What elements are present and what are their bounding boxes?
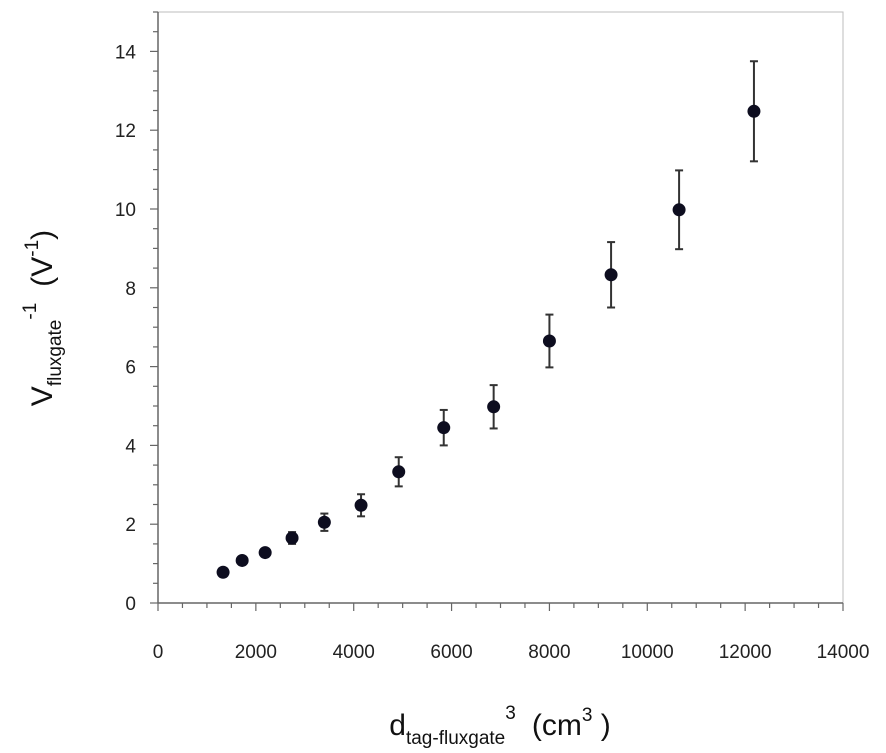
data-points [216,60,761,579]
point-marker [392,465,406,479]
data-point [216,565,230,579]
y-tick-label: 0 [125,594,136,615]
y-tick-label: 10 [115,200,136,221]
y-tick-label: 12 [115,121,136,142]
data-point [317,512,331,532]
point-marker [317,515,331,529]
plot-area [157,11,844,604]
y-tick-label: 6 [125,358,136,379]
point-marker [258,546,272,560]
data-point [285,531,299,545]
x-tick-label: 10000 [621,642,674,663]
data-point [487,384,501,430]
point-marker [285,531,299,545]
data-point [747,60,761,163]
data-point [437,408,451,447]
y-tick-label: 2 [125,515,136,536]
x-tick-label: 2000 [235,642,277,663]
point-marker [487,400,501,414]
data-point [258,546,272,560]
data-point [354,493,368,518]
point-marker [437,421,451,435]
y-axis-label: Vfluxgate-1(V-1) [20,230,66,406]
x-tick-label: 12000 [719,642,772,663]
point-marker [235,553,249,567]
point-marker [747,104,761,118]
point-marker [542,334,556,348]
y-axis: 0 2 4 6 8 10 12 14 [115,11,159,615]
data-point [392,456,406,488]
data-point [672,169,686,251]
point-marker [672,203,686,217]
x-tick-label: 14000 [817,642,870,663]
x-tick-label: 6000 [430,642,472,663]
point-marker [354,498,368,512]
y-tick-label: 8 [125,279,136,300]
point-marker [216,565,230,579]
y-tick-label: 14 [115,42,137,63]
data-point [604,241,618,309]
x-tick-label: 4000 [333,642,375,663]
x-axis-label: dtag-fluxgate3 (cm3 ) [389,703,610,749]
y-tick-label: 4 [125,436,136,457]
x-tick-label: 0 [153,642,164,663]
data-point [542,313,556,369]
point-marker [604,268,618,282]
data-point [235,553,249,567]
x-tick-label: 8000 [528,642,570,663]
x-axis: 0 2000 4000 6000 8000 10000 12000 14000 [153,602,870,663]
